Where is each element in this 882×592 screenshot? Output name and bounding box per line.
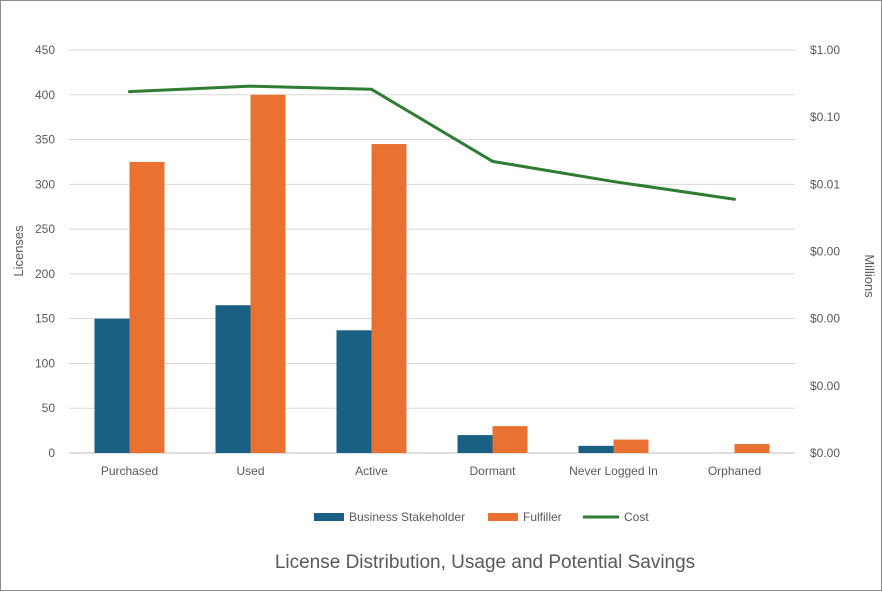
legend: Business Stakeholder Fulfiller Cost (314, 510, 649, 524)
bar-business-stakeholder (94, 318, 130, 453)
y2-tick-label: $0.00 (810, 379, 840, 393)
bar-fulfiller (613, 439, 649, 453)
legend-swatch-business-stakeholder (314, 513, 344, 521)
cost-line-group (128, 84, 736, 201)
y2-tick-label: $0.00 (810, 312, 840, 326)
y2-tick-label: $0.00 (810, 446, 840, 460)
x-tick-label: Active (355, 464, 388, 478)
y2-tick-label: $0.01 (810, 177, 840, 191)
bar-fulfiller (734, 444, 770, 453)
bar-business-stakeholder (578, 445, 614, 453)
y-tick-label: 50 (42, 401, 56, 415)
y2-axis-title: Millions (862, 254, 877, 298)
y2-tick-label: $0.10 (810, 110, 840, 124)
y-axis-title: Licenses (11, 225, 26, 277)
bar-marks (94, 94, 770, 454)
left-axis-ticks: 0 50 100 150 200 250 300 350 400 450 (35, 43, 55, 460)
legend-swatch-fulfiller (488, 513, 518, 521)
y2-tick-label: $0.00 (810, 245, 840, 259)
cost-line (128, 84, 736, 201)
y-tick-label: 250 (35, 222, 55, 236)
x-tick-label: Orphaned (708, 464, 761, 478)
y-tick-label: 200 (35, 267, 55, 281)
bar-fulfiller (250, 94, 286, 454)
y-tick-label: 100 (35, 356, 55, 370)
x-tick-label: Never Logged In (569, 464, 658, 478)
y-tick-label: 400 (35, 88, 55, 102)
x-tick-label: Dormant (469, 464, 516, 478)
bar-fulfiller (492, 426, 528, 453)
x-tick-label: Purchased (101, 464, 158, 478)
category-axis-ticks: Purchased Used Active Dormant Never Logged I… (101, 464, 761, 478)
y-tick-label: 450 (35, 43, 55, 57)
x-tick-label: Used (236, 464, 264, 478)
y-tick-label: 350 (35, 133, 55, 147)
bar-fulfiller (371, 144, 407, 454)
gridlines (69, 49, 795, 454)
bar-fulfiller (129, 161, 165, 453)
y2-tick-label: $1.00 (810, 43, 840, 57)
y-tick-label: 0 (48, 446, 55, 460)
bar-business-stakeholder (215, 305, 251, 453)
right-axis-ticks: $0.00 $0.00 $0.00 $0.00 $0.01 $0.10 $1.00 (810, 43, 840, 460)
chart-title: License Distribution, Usage and Potentia… (275, 552, 695, 573)
legend-label-business-stakeholder: Business Stakeholder (349, 510, 465, 524)
y-tick-label: 300 (35, 177, 55, 191)
legend-label-cost: Cost (624, 510, 649, 524)
bar-business-stakeholder (336, 330, 372, 453)
y-tick-label: 150 (35, 312, 55, 326)
legend-label-fulfiller: Fulfiller (523, 510, 562, 524)
bar-business-stakeholder (457, 435, 493, 453)
